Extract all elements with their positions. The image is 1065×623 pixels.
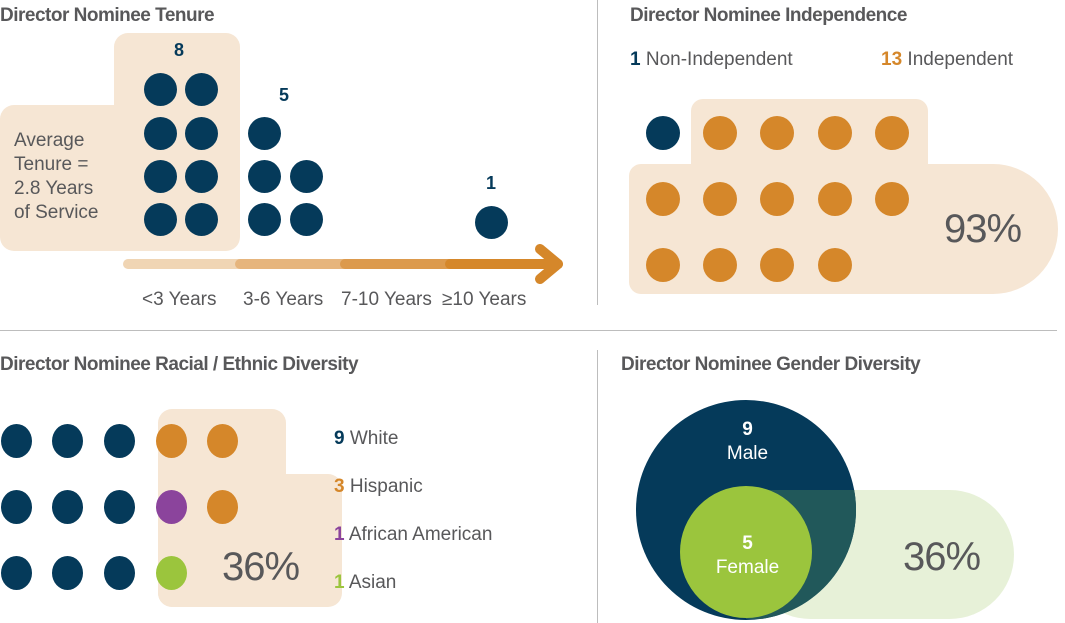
female-label: 5 Female bbox=[715, 533, 780, 578]
tenure-dot bbox=[290, 160, 323, 193]
tenure-dot bbox=[248, 117, 281, 150]
hispanic-dot bbox=[207, 490, 238, 524]
vertical-divider-top bbox=[597, 0, 598, 305]
independent-dot bbox=[818, 182, 852, 216]
bucket-label-lt3: <3 Years bbox=[142, 289, 217, 310]
tenure-dot bbox=[248, 160, 281, 193]
tenure-dot bbox=[185, 203, 218, 236]
white-dot bbox=[52, 424, 83, 458]
hispanic-dot bbox=[207, 424, 238, 458]
tenure-dot bbox=[475, 206, 508, 239]
white-dot bbox=[104, 424, 135, 458]
african-american-dot bbox=[156, 490, 187, 524]
tenure-dot bbox=[144, 73, 177, 106]
non-independent-dot bbox=[646, 116, 680, 150]
independent-dot bbox=[760, 116, 794, 150]
white-dot bbox=[104, 490, 135, 524]
male-label: 9 Male bbox=[726, 419, 769, 464]
gender-venn-icon bbox=[636, 400, 1014, 620]
count-ge10: 1 bbox=[486, 173, 497, 193]
average-tenure-text: Average Tenure = 2.8 Years of Service bbox=[14, 130, 99, 223]
gender-title: Director Nominee Gender Diversity bbox=[621, 354, 921, 375]
independence-title: Director Nominee Independence bbox=[630, 5, 907, 26]
independent-dot bbox=[875, 182, 909, 216]
tenure-dot bbox=[248, 203, 281, 236]
white-dot bbox=[52, 490, 83, 524]
tenure-dot bbox=[144, 160, 177, 193]
independence-percent: 93% bbox=[944, 207, 1022, 251]
independent-dot bbox=[818, 116, 852, 150]
white-dot bbox=[1, 556, 32, 590]
legend-african-american: 1 African American bbox=[334, 524, 493, 545]
white-dot bbox=[104, 556, 135, 590]
asian-dot bbox=[156, 556, 187, 590]
independent-dot bbox=[703, 248, 737, 282]
independent-dot bbox=[703, 116, 737, 150]
tenure-dot bbox=[185, 160, 218, 193]
independent-dot bbox=[818, 248, 852, 282]
legend-hispanic: 3 Hispanic bbox=[334, 476, 423, 497]
racial-highlight-wide bbox=[158, 474, 342, 607]
tenure-dot bbox=[144, 117, 177, 150]
horizontal-divider bbox=[0, 330, 1057, 331]
hispanic-dot bbox=[156, 424, 187, 458]
tenure-arrow-icon bbox=[123, 244, 563, 284]
independent-dot bbox=[703, 182, 737, 216]
legend-independent: 13 Independent bbox=[881, 49, 1014, 70]
legend-non-independent: 1 Non-Independent bbox=[630, 49, 793, 70]
independent-dot bbox=[875, 116, 909, 150]
tenure-dot bbox=[185, 73, 218, 106]
tenure-dot bbox=[144, 203, 177, 236]
tenure-title: Director Nominee Tenure bbox=[0, 5, 215, 26]
independent-dot bbox=[646, 248, 680, 282]
legend-white: 9 White bbox=[334, 428, 399, 449]
independent-dot bbox=[760, 248, 794, 282]
vertical-divider-bottom bbox=[597, 350, 598, 623]
bucket-label-3-6: 3-6 Years bbox=[243, 289, 324, 310]
white-dot bbox=[1, 490, 32, 524]
white-dot bbox=[52, 556, 83, 590]
bucket-label-ge10: ≥10 Years bbox=[442, 289, 527, 310]
bucket-label-7-10: 7-10 Years bbox=[341, 289, 432, 310]
gender-percent: 36% bbox=[903, 535, 981, 579]
independent-dot bbox=[760, 182, 794, 216]
independent-dot bbox=[646, 182, 680, 216]
racial-title: Director Nominee Racial / Ethnic Diversi… bbox=[0, 354, 359, 375]
tenure-dot bbox=[185, 117, 218, 150]
count-3-6: 5 bbox=[279, 85, 290, 105]
legend-asian: 1 Asian bbox=[334, 572, 397, 593]
count-lt3: 8 bbox=[174, 40, 185, 60]
racial-percent: 36% bbox=[222, 545, 300, 589]
white-dot bbox=[1, 424, 32, 458]
tenure-dot bbox=[290, 203, 323, 236]
